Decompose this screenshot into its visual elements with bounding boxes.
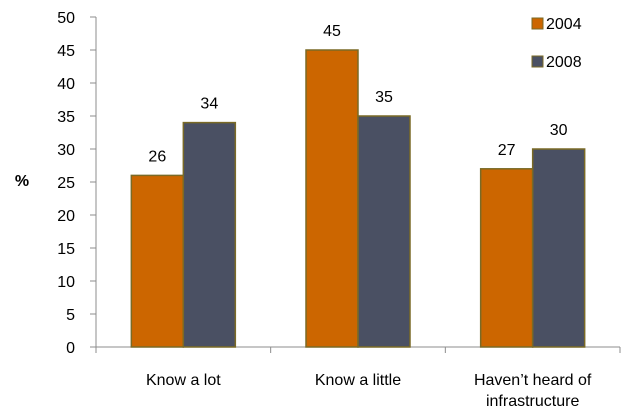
legend-swatch xyxy=(532,56,543,67)
y-tick-label: 0 xyxy=(66,340,75,357)
bars-group: 26 34 45 35 27 30 xyxy=(131,23,584,347)
bar-2008 xyxy=(358,116,410,347)
legend-swatch xyxy=(532,18,543,29)
y-tick-label: 50 xyxy=(57,10,75,27)
data-label: 27 xyxy=(498,142,516,159)
data-label: 26 xyxy=(148,148,166,165)
y-tick-label: 15 xyxy=(57,241,75,258)
y-tick-label: 45 xyxy=(57,43,75,60)
legend: 2004 2008 xyxy=(532,16,582,71)
x-category-label: Know a little xyxy=(315,372,401,389)
x-axis: Know a lot Know a little Haven’t heard of i… xyxy=(96,347,620,410)
bar-2004 xyxy=(306,50,358,347)
y-tick-label: 10 xyxy=(57,274,75,291)
data-label: 45 xyxy=(323,23,341,40)
bar-2008 xyxy=(183,123,235,347)
data-label: 30 xyxy=(550,122,568,139)
y-axis: 0 5 10 15 20 25 30 35 40 45 50 xyxy=(57,10,96,357)
legend-label: 2004 xyxy=(546,16,582,33)
y-tick-label: 5 xyxy=(66,307,75,324)
y-tick-label: 30 xyxy=(57,142,75,159)
bar-2004 xyxy=(481,169,533,347)
x-category-label: Haven’t heard of infrastructure xyxy=(474,372,592,410)
bar-2004 xyxy=(131,175,183,347)
y-tick-label: 20 xyxy=(57,208,75,225)
bar-2008 xyxy=(533,149,585,347)
legend-label: 2008 xyxy=(546,54,582,71)
y-axis-label: % xyxy=(15,173,29,190)
x-category-label: Know a lot xyxy=(146,372,221,389)
data-label: 35 xyxy=(375,89,393,106)
y-tick-label: 35 xyxy=(57,109,75,126)
data-label: 34 xyxy=(200,96,218,113)
y-tick-label: 40 xyxy=(57,76,75,93)
y-tick-label: 25 xyxy=(57,175,75,192)
